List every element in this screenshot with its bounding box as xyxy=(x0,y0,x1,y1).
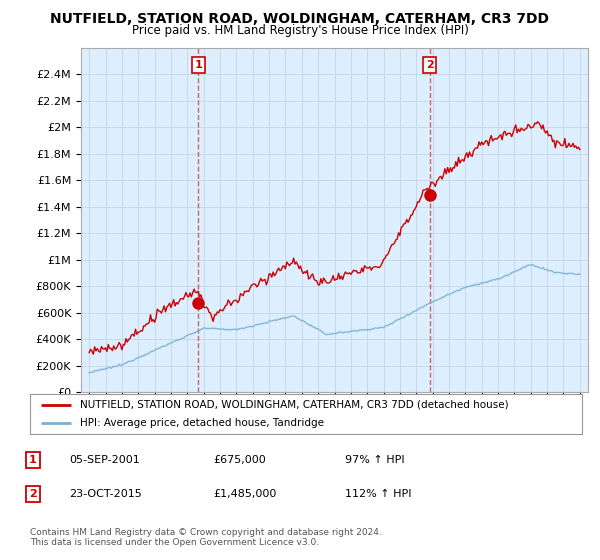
Text: 97% ↑ HPI: 97% ↑ HPI xyxy=(345,455,404,465)
Text: 2: 2 xyxy=(29,489,37,499)
Text: 2: 2 xyxy=(425,60,433,70)
Text: £675,000: £675,000 xyxy=(213,455,266,465)
Text: 1: 1 xyxy=(194,60,202,70)
Text: 1: 1 xyxy=(29,455,37,465)
Text: NUTFIELD, STATION ROAD, WOLDINGHAM, CATERHAM, CR3 7DD: NUTFIELD, STATION ROAD, WOLDINGHAM, CATE… xyxy=(50,12,550,26)
Text: 112% ↑ HPI: 112% ↑ HPI xyxy=(345,489,412,499)
Text: NUTFIELD, STATION ROAD, WOLDINGHAM, CATERHAM, CR3 7DD (detached house): NUTFIELD, STATION ROAD, WOLDINGHAM, CATE… xyxy=(80,400,508,409)
Text: £1,485,000: £1,485,000 xyxy=(213,489,277,499)
Text: Price paid vs. HM Land Registry's House Price Index (HPI): Price paid vs. HM Land Registry's House … xyxy=(131,24,469,37)
Text: HPI: Average price, detached house, Tandridge: HPI: Average price, detached house, Tand… xyxy=(80,418,323,428)
Text: 23-OCT-2015: 23-OCT-2015 xyxy=(69,489,142,499)
Text: Contains HM Land Registry data © Crown copyright and database right 2024.
This d: Contains HM Land Registry data © Crown c… xyxy=(30,528,382,547)
Text: 05-SEP-2001: 05-SEP-2001 xyxy=(69,455,140,465)
